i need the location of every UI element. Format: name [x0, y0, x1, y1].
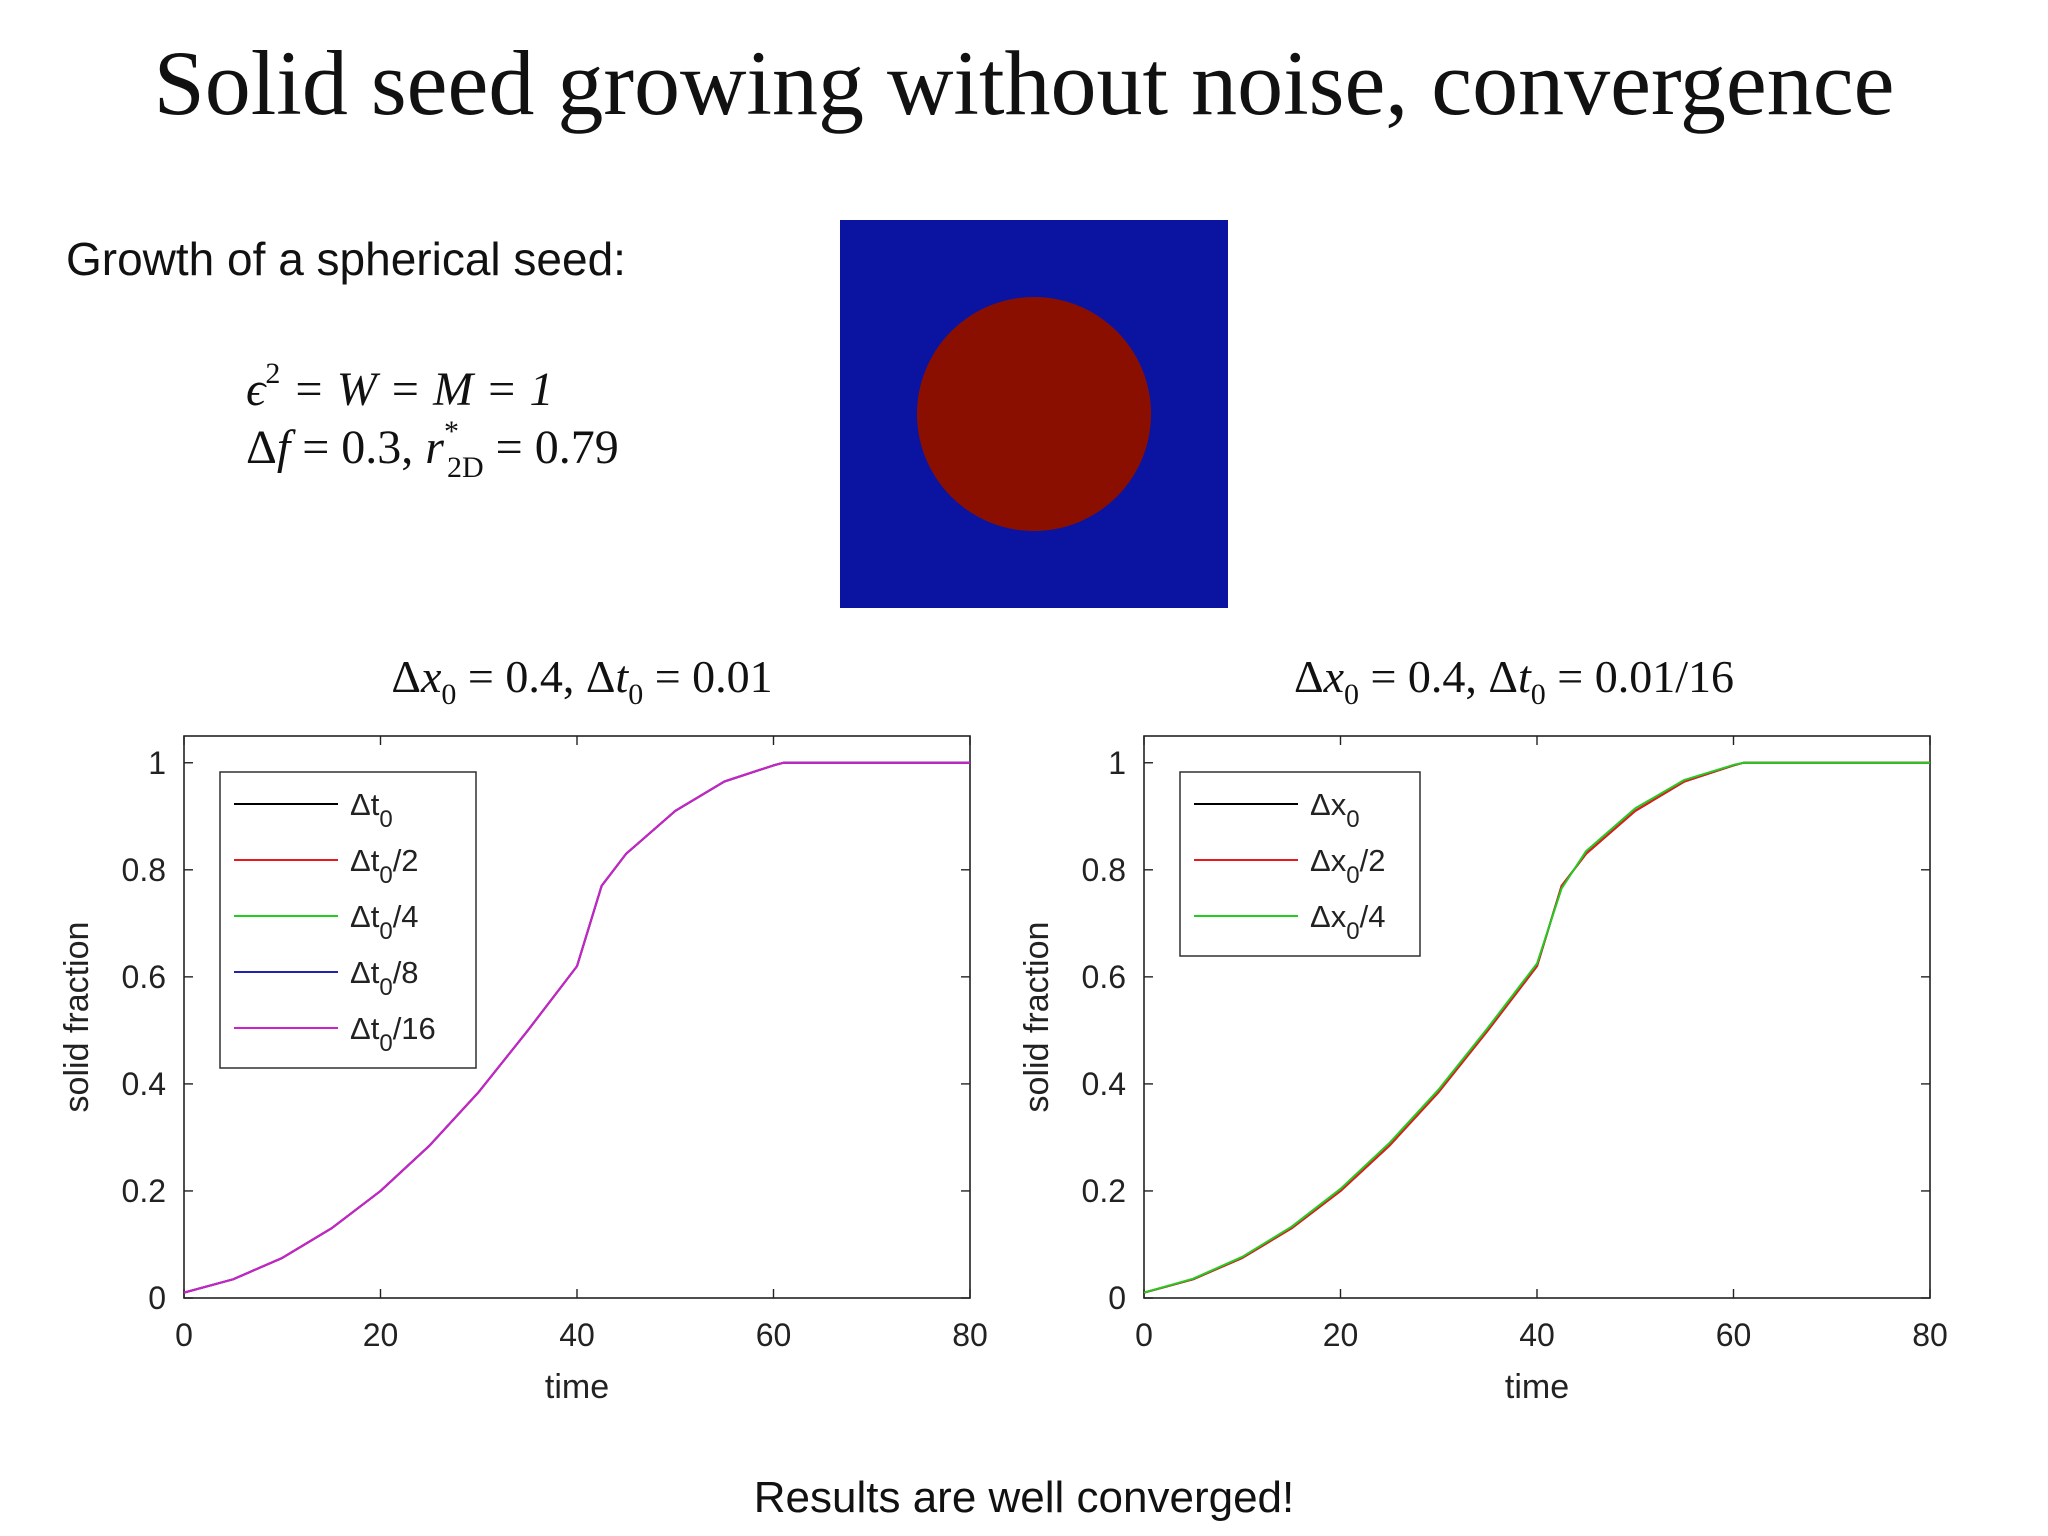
plot-1-title-x: x — [420, 651, 442, 702]
plot-2-ytick-label-1: 0.2 — [1082, 1173, 1126, 1209]
plot-2-ylabel: solid fraction — [1018, 922, 1056, 1113]
seed-simulation-image — [840, 220, 1228, 608]
plot-1-legend-label-3: Δt0/8 — [350, 955, 419, 1001]
plot-2: 0 20 40 60 80 0 0.2 0.4 0.6 0.8 1 time solid fractio… — [1018, 735, 1948, 1406]
r-symbol: r — [425, 421, 444, 474]
plot-2-title-t: t — [1518, 651, 1531, 702]
plot-1-title: Δx0 = 0.4, Δt0 = 0.01 — [182, 650, 982, 710]
plot-2-xtick-label-0: 0 — [1135, 1317, 1153, 1353]
plot-2-title-mid: = 0.4, Δ — [1358, 651, 1519, 702]
slide-title: Solid seed growing without noise, conver… — [153, 32, 1895, 134]
delta-symbol: Δ — [246, 421, 277, 474]
solid-seed — [917, 297, 1151, 531]
plot-1-ytick-label-0: 0 — [148, 1280, 166, 1316]
plot-2-ytick-label-2: 0.4 — [1082, 1066, 1126, 1102]
plot-2-title-delta: Δ — [1293, 651, 1324, 702]
plot-2-title: Δx0 = 0.4, Δt0 = 0.01/16 — [1114, 650, 1914, 710]
plot-2-legend-label-0: Δx0 — [1310, 787, 1360, 833]
plot-2-legend-label-2: Δx0/4 — [1310, 899, 1385, 945]
plot-1-xtick-label-3: 60 — [756, 1317, 792, 1353]
plot-2-xlabel: time — [1505, 1368, 1569, 1406]
plot-1-ytick-label-3: 0.6 — [122, 959, 166, 995]
plot-2-ytick-label-0: 0 — [1108, 1280, 1126, 1316]
plot-1-ytick-label-4: 0.8 — [122, 852, 166, 888]
plot-1-xtick-label-1: 20 — [363, 1317, 399, 1353]
plot-1-xtick-label-0: 0 — [175, 1317, 193, 1353]
plot-1-legend-label-0: Δt0 — [350, 787, 393, 833]
plot-1-ytick-label-2: 0.4 — [122, 1066, 166, 1102]
plot-1-ylabel: solid fraction — [58, 922, 96, 1113]
plot-1-title-x-sub: 0 — [441, 678, 457, 711]
plot-1-legend-label-1: Δt0/2 — [350, 843, 419, 889]
plot-2-xtick-label-2: 40 — [1519, 1317, 1555, 1353]
plot-1-legend-label-2: Δt0/4 — [350, 899, 419, 945]
plot-1-title-t-sub: 0 — [628, 678, 644, 711]
plot-2-legend-label-1: Δx0/2 — [1310, 843, 1385, 889]
plot-2-title-x-sub: 0 — [1343, 678, 1359, 711]
equation-line-1: ϵ2 = W = M = 1 — [246, 359, 554, 417]
plot-2-ytick-label-3: 0.6 — [1082, 959, 1126, 995]
equation-line-2: Δf = 0.3, r*2D = 0.79 — [246, 417, 619, 483]
r-subscript: 2D — [446, 451, 484, 484]
plot-2-xtick-label-1: 20 — [1323, 1317, 1359, 1353]
plot-1-ytick-label-1: 0.2 — [122, 1173, 166, 1209]
plot-1-legend-box — [219, 771, 477, 1069]
plot-1-title-delta: Δ — [391, 651, 421, 702]
slide-subtitle: Growth of a spherical seed: — [66, 233, 626, 285]
plot-2-title-t-sub: 0 — [1530, 678, 1546, 711]
plot-2-xtick-label-3: 60 — [1716, 1317, 1752, 1353]
f-value: = 0.3, — [290, 421, 426, 474]
plot-1-xtick-label-4: 80 — [952, 1317, 988, 1353]
epsilon-exponent: 2 — [265, 357, 281, 390]
plot-1-title-t: t — [615, 651, 629, 702]
plot-1-title-end: = 0.01 — [643, 651, 773, 702]
plot-2-title-x: x — [1323, 651, 1344, 702]
plot-2-legend-box — [1179, 771, 1421, 957]
plot-1-xtick-label-2: 40 — [559, 1317, 595, 1353]
plot-1-series-line-4 — [183, 761, 970, 1294]
plot-2-series-line-2 — [1143, 761, 1930, 1294]
plot-2-ytick-label-5: 1 — [1108, 745, 1126, 781]
plot-1-legend-label-4: Δt0/16 — [350, 1011, 436, 1057]
plot-1-ytick-label-5: 1 — [148, 745, 166, 781]
plot-1-xlabel: time — [545, 1368, 609, 1406]
equation-line-1-rest: = W = M = 1 — [280, 363, 554, 416]
plot-1: 0 20 40 60 80 0 0.2 0.4 0.6 0.8 1 time solid fractio… — [58, 735, 988, 1406]
r-superscript: * — [443, 415, 459, 448]
plot-2-xtick-label-4: 80 — [1912, 1317, 1948, 1353]
f-symbol: f — [276, 421, 291, 474]
r-value: = 0.79 — [483, 421, 619, 474]
plot-1-title-mid: = 0.4, Δ — [456, 651, 616, 702]
plot-2-title-end: = 0.01/16 — [1545, 651, 1735, 702]
epsilon-symbol: ϵ — [246, 363, 266, 416]
plot-2-ytick-label-4: 0.8 — [1082, 852, 1126, 888]
footer-note: Results are well converged! — [753, 1473, 1295, 1522]
